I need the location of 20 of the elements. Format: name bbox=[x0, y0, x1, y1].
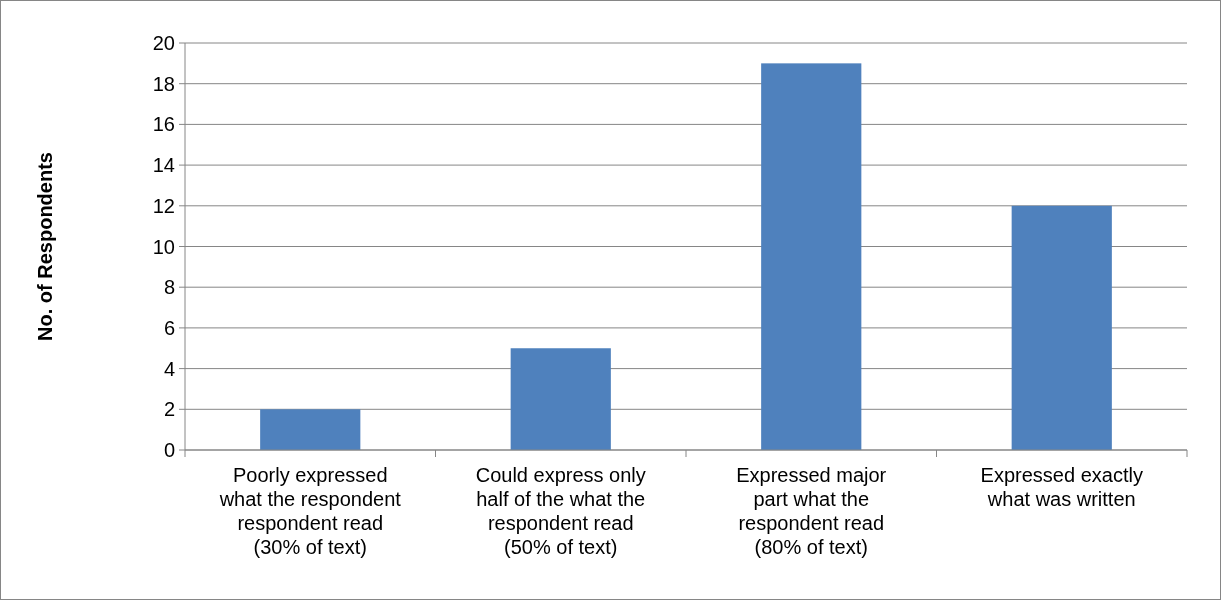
y-tick-label: 6 bbox=[163, 316, 175, 339]
y-tick-label: 10 bbox=[152, 235, 175, 258]
y-tick-label: 14 bbox=[152, 154, 175, 177]
x-tick-label: Expressed major part what the respondent read (80% of text) bbox=[736, 464, 887, 558]
y-tick-label: 8 bbox=[163, 276, 175, 299]
x-tick-label: Could express only half of the what the respondent read (50% of text) bbox=[475, 464, 646, 558]
y-tick-label: 18 bbox=[152, 72, 175, 95]
x-tick-label: Expressed exactly what was written bbox=[980, 464, 1143, 510]
y-tick-label: 0 bbox=[163, 439, 175, 461]
bar bbox=[761, 63, 862, 450]
bar bbox=[260, 409, 361, 450]
bar bbox=[510, 348, 611, 450]
y-tick-label: 16 bbox=[152, 113, 175, 136]
y-axis-title: No. of Respondents bbox=[34, 152, 56, 341]
y-tick-label: 4 bbox=[163, 357, 175, 380]
y-tick-label: 12 bbox=[152, 194, 175, 217]
y-tick-label: 20 bbox=[152, 32, 175, 54]
y-tick-label: 2 bbox=[163, 398, 175, 421]
bar bbox=[1011, 205, 1112, 450]
x-tick-label: Poorly expressed what the respondent respondent read (30% of text) bbox=[218, 464, 402, 558]
